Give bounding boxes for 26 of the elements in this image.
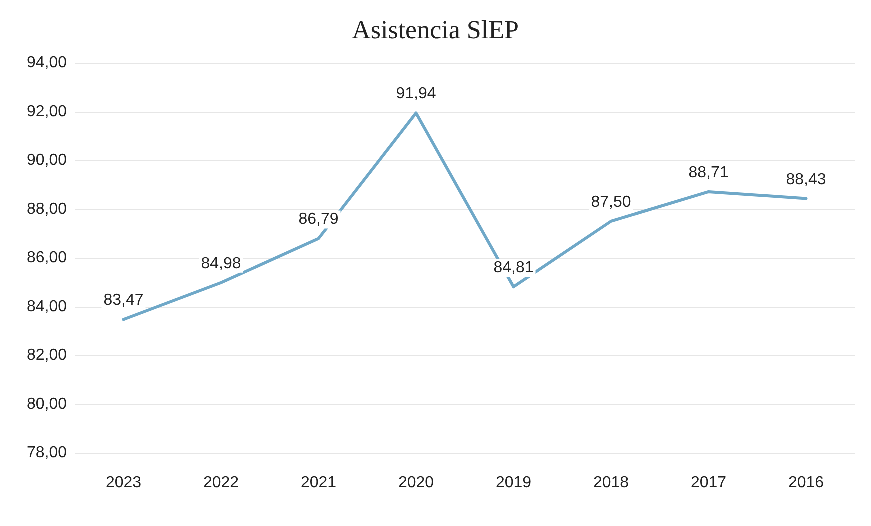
y-tick-label: 92,00: [26, 103, 68, 120]
data-label: 88,71: [688, 164, 729, 182]
data-label: 84,98: [201, 255, 242, 272]
x-tick-label: 2020: [398, 474, 434, 492]
chart-title: Asistencia SlEP: [352, 16, 519, 44]
x-tick-label: 2018: [593, 474, 630, 492]
x-tick-label: 2023: [106, 474, 142, 492]
data-label: 91,94: [396, 86, 436, 103]
y-tick-label: 94,00: [26, 54, 68, 72]
y-tick-label: 84,00: [26, 298, 68, 316]
y-tick-label: 88,00: [26, 200, 68, 218]
x-tick-label: 2022: [203, 474, 240, 492]
data-label: 83,47: [104, 292, 144, 310]
y-tick-label: 90,00: [26, 152, 68, 169]
data-label: 86,79: [298, 211, 339, 228]
x-tick-label: 2021: [300, 474, 337, 492]
y-tick-label: 86,00: [26, 250, 68, 266]
data-label: 87,50: [591, 194, 632, 211]
y-tick-label: 80,00: [26, 396, 68, 413]
data-label: 88,43: [786, 171, 826, 188]
y-tick-label: 78,00: [26, 444, 68, 462]
data-label: 84,81: [494, 260, 534, 277]
y-tick-label: 82,00: [26, 347, 68, 364]
x-tick-label: 2019: [496, 474, 532, 492]
x-tick-label: 2016: [788, 474, 824, 492]
x-tick-label: 2017: [690, 474, 727, 492]
